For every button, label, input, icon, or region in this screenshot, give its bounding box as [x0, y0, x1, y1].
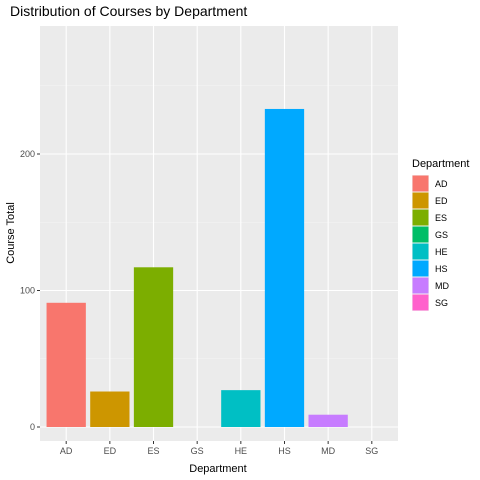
x-tick-label: ES: [148, 446, 160, 456]
legend-swatch-ed: [412, 192, 429, 209]
legend-swatch-gs: [412, 226, 429, 243]
y-tick-label: 100: [20, 286, 35, 296]
bar-ad: [46, 302, 86, 427]
x-axis: AD ED ES GS HE HS MD SG: [60, 441, 378, 456]
legend-swatch-ad: [412, 175, 429, 192]
y-axis: 0 100 200: [20, 149, 40, 432]
legend-label: ED: [435, 196, 448, 206]
grid-major: [40, 26, 398, 441]
chart-title: Distribution of Courses by Department: [10, 3, 247, 19]
bar-ed: [90, 391, 130, 427]
y-tick-label: 200: [20, 149, 35, 159]
plot-panel: [40, 26, 398, 441]
x-tick-label: MD: [321, 446, 335, 456]
legend-swatch-he: [412, 243, 429, 260]
legend-label: HE: [435, 247, 448, 257]
x-tick-label: SG: [365, 446, 378, 456]
x-axis-title: Department: [189, 463, 246, 475]
bar-es: [133, 267, 174, 427]
x-tick-label: GS: [191, 446, 204, 456]
legend-label: SG: [435, 298, 448, 308]
legend-swatch-es: [412, 209, 429, 226]
x-tick-label: HE: [235, 446, 248, 456]
bar-md: [308, 414, 348, 427]
bar-he: [221, 390, 261, 427]
x-tick-label: AD: [60, 446, 73, 456]
legend-label: HS: [435, 264, 448, 274]
bars: [46, 108, 348, 427]
legend: Department AD ED ES GS HE HS MD SG: [412, 158, 469, 311]
legend-swatch-hs: [412, 260, 429, 277]
legend-label: MD: [435, 281, 449, 291]
grid-minor: [40, 85, 398, 360]
y-tick-label: 0: [30, 422, 35, 432]
x-tick-label: ED: [104, 446, 117, 456]
bar-hs: [264, 108, 305, 427]
legend-swatch-sg: [412, 294, 429, 311]
legend-label: ES: [435, 213, 447, 223]
legend-label: AD: [435, 179, 448, 189]
x-tick-label: HS: [278, 446, 291, 456]
legend-title: Department: [412, 158, 469, 170]
legend-swatch-md: [412, 277, 429, 294]
legend-label: GS: [435, 230, 448, 240]
y-axis-title: Course Total: [5, 202, 17, 264]
